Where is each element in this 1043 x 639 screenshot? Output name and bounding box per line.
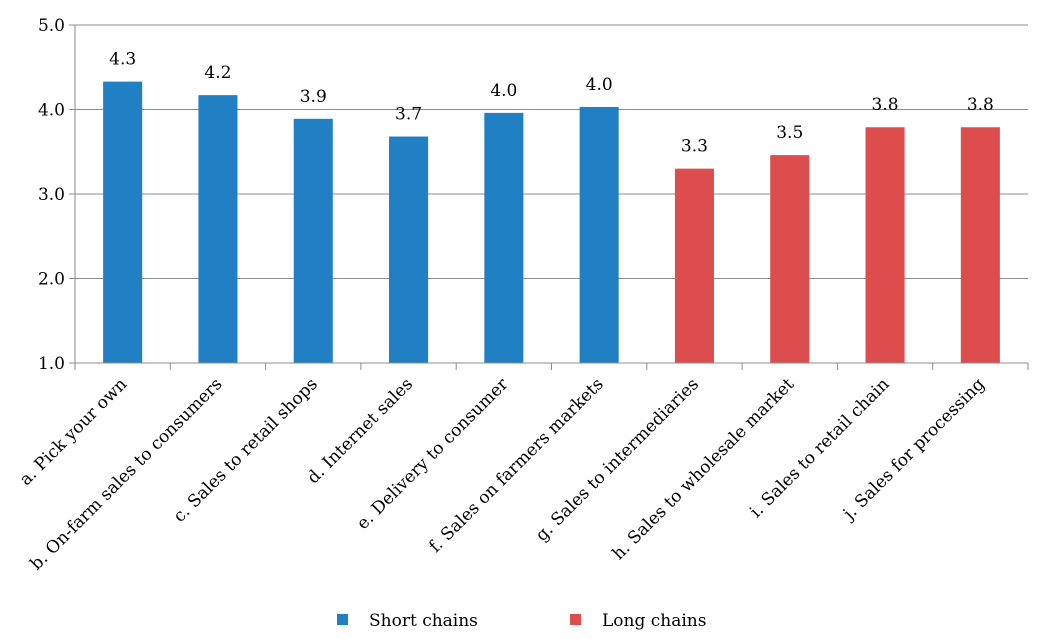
bars	[103, 81, 1000, 364]
y-tick-label: 5.0	[38, 16, 65, 36]
y-tick-labels: 1.0 2.0 3.0 4.0 5.0	[38, 16, 65, 374]
category-label: f. Sales on farmers markets	[425, 374, 607, 556]
legend-label: Long chains	[602, 611, 706, 631]
legend: Short chains Long chains	[337, 611, 706, 631]
category-label: d. Internet sales	[303, 374, 417, 488]
legend-swatch	[337, 614, 348, 625]
data-label: 3.8	[872, 95, 899, 115]
category-label: b. On-farm sales to consumers	[27, 374, 227, 574]
data-label: 3.9	[300, 87, 327, 107]
data-label: 4.3	[109, 50, 136, 70]
data-label: 3.8	[967, 95, 994, 115]
category-label: e. Delivery to consumer	[353, 374, 513, 534]
bar-1	[103, 81, 143, 364]
data-label: 3.3	[681, 137, 708, 157]
bar-10	[960, 127, 1000, 364]
bar-4	[389, 136, 429, 363]
bar-3	[293, 118, 333, 363]
data-labels: 4.3 4.2 3.9 3.7 4.0 4.0 3.3 3.5 3.8 3.8	[109, 50, 994, 157]
bar-6	[579, 106, 619, 363]
bar-7	[674, 168, 714, 363]
category-label: h. Sales to wholesale market	[609, 374, 799, 564]
y-tick-label: 3.0	[38, 185, 65, 205]
y-tick-label: 2.0	[38, 270, 65, 290]
data-label: 4.0	[586, 75, 613, 95]
bar-8	[770, 155, 810, 363]
category-label: g. Sales to intermediaries	[532, 374, 703, 545]
bar-9	[865, 127, 905, 364]
legend-label: Short chains	[369, 611, 478, 631]
data-label: 4.2	[204, 63, 231, 83]
legend-swatch	[570, 614, 581, 625]
data-label: 4.0	[490, 81, 517, 101]
axes	[69, 24, 1029, 370]
y-tick-label: 4.0	[38, 101, 65, 121]
bar-2	[198, 95, 238, 363]
data-label: 3.7	[395, 105, 422, 125]
y-tick-label: 1.0	[38, 354, 65, 374]
data-label: 3.5	[776, 123, 803, 143]
bar-5	[484, 112, 524, 363]
